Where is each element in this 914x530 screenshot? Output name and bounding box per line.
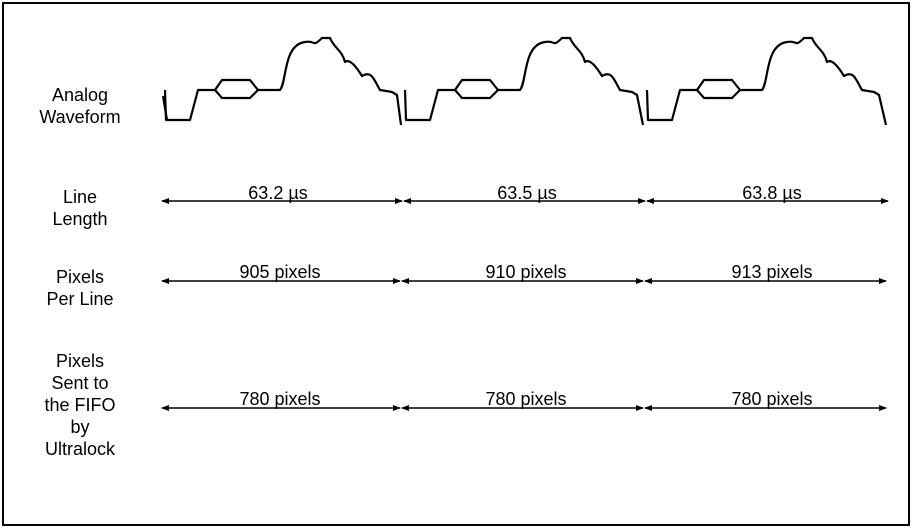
analog-waveform — [161, 36, 888, 126]
pixels-sent-value: 780 pixels — [239, 389, 321, 409]
label-line: the FIFO — [44, 395, 116, 415]
label-pixels-per-line: Pixels Per Line — [5, 266, 155, 310]
pixels-per-line-value: 905 pixels — [239, 262, 321, 282]
waveform-period — [403, 36, 645, 126]
pixels-per-line-value: 913 pixels — [731, 262, 813, 282]
label-line: Length — [52, 209, 108, 229]
pixels-per-line-value: 910 pixels — [485, 262, 567, 282]
label-line: Sent to — [51, 373, 109, 393]
label-line: Per Line — [46, 289, 114, 309]
label-line-length: Line Length — [5, 186, 155, 230]
label-line: Pixels — [55, 267, 104, 287]
label-line: Waveform — [39, 107, 121, 127]
label-line: Pixels — [55, 351, 104, 371]
label-line: Analog — [51, 85, 109, 105]
label-analog-waveform: Analog Waveform — [5, 84, 155, 128]
waveform-period — [645, 36, 888, 126]
pixels-sent-value: 780 pixels — [731, 389, 813, 409]
pixels-sent-value: 780 pixels — [485, 389, 567, 409]
waveform-period — [161, 36, 403, 126]
label-line: Ultralock — [44, 439, 115, 459]
label-line: Line — [62, 187, 98, 207]
label-line: by — [70, 417, 90, 437]
label-pixels-sent-fifo: Pixels Sent to the FIFO by Ultralock — [5, 350, 155, 460]
